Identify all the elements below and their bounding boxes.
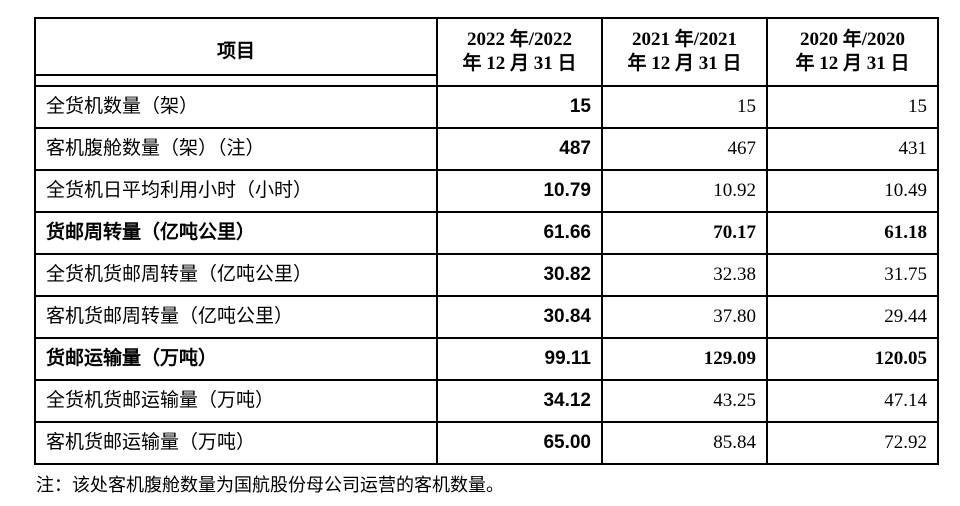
table-row: 客机货邮周转量（亿吨公里） 30.84 37.80 29.44 [34, 295, 939, 339]
column-header-2022-line2: 年 12 月 31 日 [462, 53, 577, 74]
value-2020: 31.75 [766, 253, 939, 297]
value-2021: 467 [601, 127, 768, 171]
row-label: 客机货邮运输量（万吨） [34, 421, 438, 465]
column-header-2020-line2: 年 12 月 31 日 [795, 53, 910, 74]
row-label: 货邮运输量（万吨） [34, 337, 438, 381]
value-2021: 10.92 [601, 169, 768, 213]
row-label: 客机腹舱数量（架）（注） [34, 127, 438, 171]
value-2020: 61.18 [766, 211, 939, 255]
value-2022: 30.82 [436, 253, 603, 297]
value-2022: 10.79 [436, 169, 603, 213]
table-row: 全货机日平均利用小时（小时） 10.79 10.92 10.49 [34, 169, 939, 213]
column-header-2022-line1: 2022 年/2022 [466, 29, 573, 51]
row-label: 客机货邮周转量（亿吨公里） [34, 295, 438, 339]
value-2021: 129.09 [601, 337, 768, 381]
value-2022: 15 [436, 85, 603, 129]
row-label: 全货机日平均利用小时（小时） [34, 169, 438, 213]
table-row: 全货机货邮周转量（亿吨公里） 30.82 32.38 31.75 [34, 253, 939, 297]
value-2022: 61.66 [436, 211, 603, 255]
value-2020: 120.05 [766, 337, 939, 381]
table-row: 货邮周转量（亿吨公里） 61.66 70.17 61.18 [34, 211, 939, 255]
table-row: 全货机货邮运输量（万吨） 34.12 43.25 47.14 [34, 379, 939, 423]
column-header-2020-line1: 2020 年/2020 [799, 29, 906, 51]
table-row: 全货机数量（架） 15 15 15 [34, 85, 939, 129]
value-2020: 72.92 [766, 421, 939, 465]
row-label: 全货机货邮运输量（万吨） [34, 379, 438, 423]
value-2021: 85.84 [601, 421, 768, 465]
row-label: 货邮周转量（亿吨公里） [34, 211, 438, 255]
value-2021: 37.80 [601, 295, 768, 339]
table-row: 客机货邮运输量（万吨） 65.00 85.84 72.92 [34, 421, 939, 465]
value-2020: 29.44 [766, 295, 939, 339]
table-row: 客机腹舱数量（架）（注） 487 467 431 [34, 127, 939, 171]
row-label: 全货机数量（架） [34, 85, 438, 129]
value-2022: 30.84 [436, 295, 603, 339]
column-header-2021-line2: 年 12 月 31 日 [627, 53, 742, 74]
value-2021: 15 [601, 85, 768, 129]
value-2020: 15 [766, 85, 939, 129]
footnote: 注：该处客机腹舱数量为国航股份母公司运营的客机数量。 [36, 475, 504, 495]
freighter-operations-table: 项目 2022 年/2022 年 12 月 31 日 2021 年/2021 年… [34, 17, 939, 465]
value-2022: 65.00 [436, 421, 603, 465]
column-header-2021: 2021 年/2021 年 12 月 31 日 [601, 17, 768, 87]
column-header-2022: 2022 年/2022 年 12 月 31 日 [436, 17, 603, 87]
column-header-2020: 2020 年/2020 年 12 月 31 日 [766, 17, 939, 87]
value-2021: 70.17 [601, 211, 768, 255]
value-2021: 43.25 [601, 379, 768, 423]
column-header-2021-line1: 2021 年/2021 [631, 29, 738, 51]
column-header-item-label: 项目 [216, 41, 255, 63]
value-2020: 47.14 [766, 379, 939, 423]
table-row: 货邮运输量（万吨） 99.11 129.09 120.05 [34, 337, 939, 381]
row-label: 全货机货邮周转量（亿吨公里） [34, 253, 438, 297]
value-2021: 32.38 [601, 253, 768, 297]
header-row: 项目 2022 年/2022 年 12 月 31 日 2021 年/2021 年… [34, 17, 939, 87]
value-2022: 34.12 [436, 379, 603, 423]
value-2020: 10.49 [766, 169, 939, 213]
value-2020: 431 [766, 127, 939, 171]
column-header-item: 项目 [34, 17, 438, 87]
value-2022: 99.11 [436, 337, 603, 381]
value-2022: 487 [436, 127, 603, 171]
